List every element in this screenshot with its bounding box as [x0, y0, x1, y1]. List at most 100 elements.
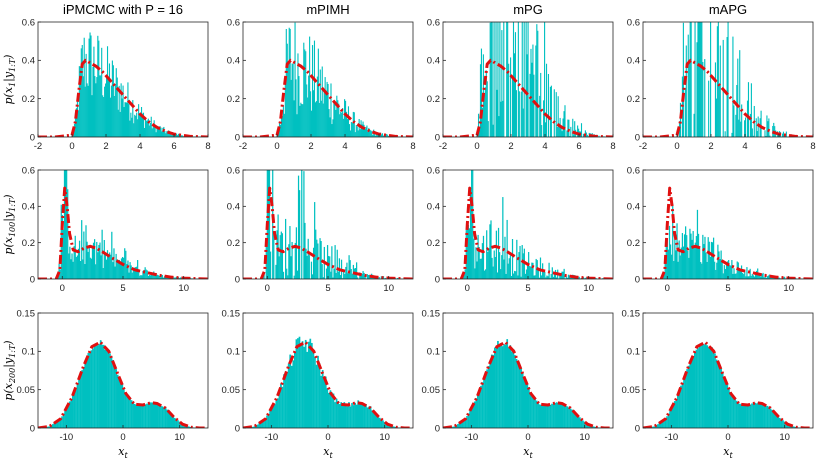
histogram-bar — [521, 22, 523, 137]
histogram-bar — [281, 386, 284, 428]
histogram-bar — [779, 417, 781, 428]
histogram-bar — [594, 426, 597, 428]
histogram-bar — [146, 403, 148, 428]
histogram-bar — [752, 403, 755, 428]
histogram-bar — [180, 277, 182, 279]
histogram-bar — [680, 247, 682, 279]
histogram — [41, 340, 196, 428]
histogram-bar — [76, 97, 78, 137]
y-tick-label: 0.6 — [627, 165, 640, 176]
histogram-bar — [786, 424, 789, 428]
histogram-bar — [502, 100, 504, 137]
histogram-bar — [567, 274, 570, 279]
histogram-bar — [345, 111, 348, 137]
histogram-bar — [336, 95, 338, 137]
histogram-bar — [491, 257, 493, 279]
histogram-bar — [68, 401, 71, 428]
histogram-bar — [118, 259, 120, 279]
histogram-bar — [552, 276, 554, 279]
histogram-bar — [545, 404, 547, 428]
histogram-bar — [337, 401, 339, 428]
histogram-bar — [300, 102, 302, 137]
histogram-bar — [539, 95, 541, 137]
histogram-bar — [495, 230, 497, 279]
subplot: 00.20.40.6-2 0 2 4 6 8 — [427, 17, 616, 152]
histogram-bar — [148, 275, 151, 279]
histogram-bar — [727, 22, 729, 137]
histogram-bar — [305, 248, 307, 279]
histogram-bar — [348, 402, 350, 428]
histogram-bar — [472, 404, 475, 428]
histogram-bar — [357, 130, 359, 137]
histogram-bar — [110, 254, 112, 279]
histogram-bar — [685, 226, 687, 279]
histogram-bar — [294, 352, 296, 428]
x-tick-label: 0 — [465, 283, 470, 294]
histogram-bar — [472, 170, 474, 279]
histogram-bar — [317, 243, 319, 279]
histogram-bar — [760, 403, 763, 428]
histogram-bar — [481, 382, 484, 428]
histogram-bar — [76, 383, 79, 428]
histogram-bar — [119, 381, 122, 428]
histogram-bar — [89, 32, 91, 137]
histogram-bar — [498, 116, 500, 137]
histogram-bar — [493, 22, 495, 137]
histogram-bar — [128, 104, 130, 137]
density-curve — [243, 340, 413, 428]
histogram-bar — [360, 275, 362, 279]
histogram-bar — [337, 271, 339, 279]
histogram-bar — [350, 269, 352, 279]
histogram-bar — [129, 120, 131, 137]
histogram-bar — [782, 277, 785, 279]
histogram-bar — [571, 409, 573, 428]
histogram-bar — [106, 349, 108, 428]
histogram-bar — [367, 131, 369, 137]
histogram-bar — [582, 420, 584, 428]
histogram-bar — [724, 379, 727, 428]
histogram-bar — [761, 273, 763, 279]
histogram-bar — [737, 403, 739, 428]
x-tick-label: 2 — [708, 141, 713, 152]
histogram-bar — [474, 268, 476, 279]
histogram-bar — [130, 265, 132, 279]
histogram-bar — [504, 236, 506, 279]
histogram-bar — [668, 225, 671, 279]
histogram-bar — [124, 392, 127, 428]
histogram-bar — [565, 405, 567, 428]
histogram-bar — [510, 57, 512, 137]
histogram-bar — [345, 100, 347, 137]
histogram-bar — [131, 272, 133, 279]
histogram-bar — [158, 275, 160, 279]
histogram-bar — [577, 416, 580, 428]
histogram-bar — [549, 86, 551, 137]
histogram-bar — [529, 73, 531, 137]
histogram-bar — [297, 175, 300, 279]
histogram-bar — [483, 270, 486, 279]
histogram-bar — [176, 135, 179, 137]
histogram-bar — [326, 245, 329, 279]
histogram-bar — [744, 120, 746, 137]
histogram-bar — [362, 403, 364, 428]
histogram-bar — [585, 277, 587, 279]
histogram-bar — [734, 398, 736, 428]
histogram-bar — [697, 233, 700, 279]
histogram-bar — [279, 124, 282, 137]
histogram-bar — [177, 133, 180, 137]
histogram-bar — [88, 245, 90, 279]
histogram-bar — [90, 350, 93, 428]
histogram-bar — [785, 422, 787, 428]
subplot: 0 0.05 0.1 0.15 -10 0 10 xt — [222, 308, 414, 460]
axes-box — [642, 21, 814, 138]
subplot: 00.20.40.6-2 0 2 4 6 8 — [22, 17, 211, 152]
histogram-bar — [149, 123, 151, 137]
histogram-bar — [692, 355, 695, 428]
histogram-bar — [155, 273, 157, 279]
histogram-bar — [272, 405, 275, 428]
y-tick-label: 0.2 — [227, 238, 240, 249]
histogram-bar — [479, 258, 481, 279]
density-curve — [643, 58, 813, 137]
histogram-bar — [355, 125, 357, 137]
histogram-bar — [95, 264, 97, 279]
histogram-bar — [724, 131, 726, 137]
